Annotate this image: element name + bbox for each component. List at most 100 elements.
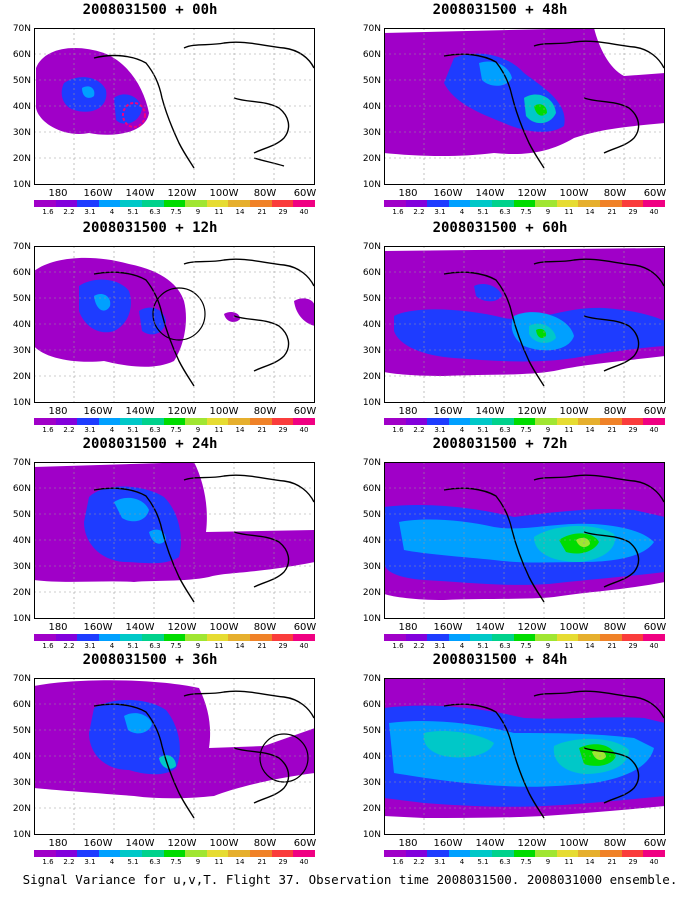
map-panel-60h: 2008031500 + 60h [350, 218, 667, 434]
colorbar-label: 6.3 [499, 426, 511, 434]
y-tick: 70N [362, 242, 381, 252]
colorbar-label: 29 [278, 208, 288, 216]
colorbar-label: 40 [649, 858, 659, 866]
colorbar-label: 29 [278, 426, 288, 434]
colorbar-label: 9 [195, 642, 201, 650]
y-tick: 40N [362, 536, 381, 546]
x-tick: 140W [125, 622, 155, 633]
colorbar-label: 3.1 [84, 426, 96, 434]
colorbar-label: 7.5 [520, 858, 532, 866]
y-tick: 50N [12, 726, 31, 736]
colorbar [34, 200, 315, 207]
colorbar-label: 40 [299, 426, 309, 434]
variance-map [34, 462, 315, 619]
x-tick: 140W [475, 406, 505, 417]
x-tick: 100W [559, 406, 589, 417]
colorbar-label: 40 [649, 426, 659, 434]
colorbar-label: 4 [459, 642, 465, 650]
y-tick: 20N [362, 372, 381, 382]
y-tick: 70N [12, 458, 31, 468]
x-tick: 80W [603, 622, 627, 633]
colorbar-label: 21 [257, 858, 267, 866]
colorbar-label: 7.5 [170, 858, 182, 866]
x-tick: 80W [603, 838, 627, 849]
x-tick: 60W [643, 188, 667, 199]
colorbar-label: 9 [545, 858, 551, 866]
colorbar-labels: 1.6 2.2 3.1 4 5.1 6.3 7.5 9 11 14 21 29 … [34, 208, 315, 218]
colorbar-label: 2.2 [63, 642, 75, 650]
panel-title: 2008031500 + 36h [82, 652, 218, 668]
y-tick: 60N [12, 700, 31, 710]
x-tick: 120W [517, 838, 547, 849]
colorbar-label: 11 [564, 642, 574, 650]
colorbar-label: 5.1 [477, 858, 489, 866]
y-tick: 60N [12, 484, 31, 494]
y-tick: 10N [362, 614, 381, 624]
colorbar-label: 29 [628, 642, 638, 650]
colorbar-label: 4 [109, 426, 115, 434]
variance-map [34, 678, 315, 835]
colorbar-label: 7.5 [170, 642, 182, 650]
colorbar-label: 6.3 [149, 426, 161, 434]
colorbar-label: 4 [109, 208, 115, 216]
x-tick: 160W [83, 838, 113, 849]
y-tick: 10N [362, 180, 381, 190]
y-tick: 60N [362, 484, 381, 494]
colorbar-label: 7.5 [170, 426, 182, 434]
colorbar-label: 3.1 [84, 642, 96, 650]
colorbar-label: 9 [195, 208, 201, 216]
y-tick: 20N [12, 804, 31, 814]
colorbar-label: 29 [278, 858, 288, 866]
colorbar [384, 850, 665, 857]
colorbar-label: 14 [585, 208, 595, 216]
colorbar-label: 5.1 [477, 426, 489, 434]
x-tick: 80W [253, 838, 277, 849]
y-tick: 50N [12, 76, 31, 86]
y-tick: 50N [12, 510, 31, 520]
colorbar-label: 40 [649, 642, 659, 650]
x-tick: 160W [83, 406, 113, 417]
x-tick: 120W [167, 622, 197, 633]
x-tick: 100W [209, 838, 239, 849]
x-tick: 180 [48, 406, 68, 417]
colorbar-label: 14 [235, 426, 245, 434]
colorbar-label: 2.2 [413, 208, 425, 216]
colorbar-label: 21 [257, 426, 267, 434]
x-tick: 80W [603, 406, 627, 417]
colorbar-label: 6.3 [499, 858, 511, 866]
x-tick: 60W [293, 622, 317, 633]
colorbar-label: 6.3 [149, 642, 161, 650]
y-tick: 60N [12, 50, 31, 60]
colorbar-label: 14 [235, 208, 245, 216]
figure-caption: Signal Variance for u,v,T. Flight 37. Ob… [22, 872, 678, 887]
colorbar-label: 3.1 [434, 426, 446, 434]
y-tick: 20N [12, 588, 31, 598]
colorbar-label: 11 [214, 208, 224, 216]
y-tick: 60N [362, 700, 381, 710]
y-tick: 10N [12, 180, 31, 190]
colorbar-label: 9 [195, 426, 201, 434]
map-panel-36h: 2008031500 + 36h 70N 6 [0, 650, 317, 866]
colorbar-label: 4 [109, 642, 115, 650]
x-tick: 120W [167, 406, 197, 417]
y-tick: 70N [12, 24, 31, 34]
colorbar-label: 21 [257, 642, 267, 650]
map-panel-12h: 2008031500 + 12h [0, 218, 317, 434]
y-tick: 20N [362, 588, 381, 598]
y-tick: 30N [12, 128, 31, 138]
x-tick: 140W [125, 406, 155, 417]
colorbar-label: 5.1 [127, 208, 139, 216]
colorbar-label: 7.5 [170, 208, 182, 216]
x-tick: 120W [517, 188, 547, 199]
colorbar-label: 40 [299, 642, 309, 650]
x-tick: 60W [643, 622, 667, 633]
y-tick: 30N [12, 778, 31, 788]
x-tick: 180 [398, 622, 418, 633]
y-tick: 20N [362, 804, 381, 814]
colorbar [384, 418, 665, 425]
x-tick: 180 [398, 838, 418, 849]
x-tick: 100W [559, 838, 589, 849]
y-tick: 50N [362, 726, 381, 736]
colorbar-label: 29 [628, 426, 638, 434]
colorbar-label: 29 [278, 642, 288, 650]
